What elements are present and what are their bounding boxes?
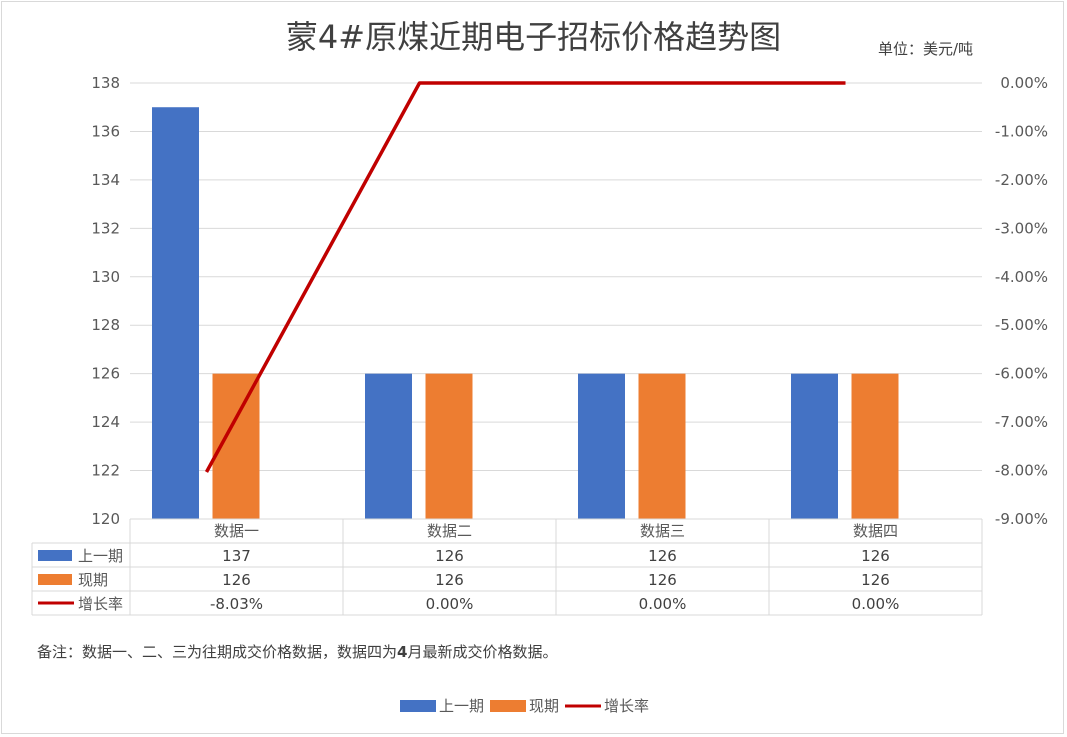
note-prefix: 备注：数据一、二、三为往期成交价格数据，数据四为 bbox=[37, 643, 398, 661]
table-series-name: 现期 bbox=[78, 571, 108, 589]
table-value: 137 bbox=[222, 547, 251, 565]
legend-label: 现期 bbox=[529, 697, 559, 715]
note-suffix: 月最新成交价格数据。 bbox=[407, 643, 558, 661]
gridlines bbox=[130, 82, 982, 520]
right-tick-label: -2.00% bbox=[995, 171, 1048, 189]
left-tick-label: 130 bbox=[91, 268, 120, 286]
table-series-name: 上一期 bbox=[78, 547, 123, 565]
table-value: 126 bbox=[435, 571, 464, 589]
right-tick-label: 0.00% bbox=[1000, 74, 1048, 92]
left-tick-label: 128 bbox=[91, 316, 120, 334]
left-tick-label: 126 bbox=[91, 365, 120, 383]
category-label: 数据一 bbox=[214, 522, 259, 540]
left-tick-label: 134 bbox=[91, 171, 120, 189]
right-tick-label: -8.00% bbox=[995, 462, 1048, 480]
right-tick-label: -7.00% bbox=[995, 413, 1048, 431]
table-value: 0.00% bbox=[426, 595, 474, 613]
left-tick-label: 122 bbox=[91, 462, 120, 480]
left-tick-label: 124 bbox=[91, 413, 120, 431]
growth-rate-line bbox=[204, 81, 846, 473]
table-value: 0.00% bbox=[639, 595, 687, 613]
table-value: 0.00% bbox=[852, 595, 900, 613]
table-value: 126 bbox=[435, 547, 464, 565]
table-value: 126 bbox=[861, 547, 890, 565]
category-label: 数据三 bbox=[640, 522, 685, 540]
category-label: 数据二 bbox=[427, 522, 472, 540]
left-tick-label: 132 bbox=[91, 219, 120, 237]
table-series-name: 增长率 bbox=[78, 595, 123, 613]
table-value: 126 bbox=[861, 571, 890, 589]
right-tick-label: -6.00% bbox=[995, 365, 1048, 383]
bar-current bbox=[425, 373, 473, 519]
category-label: 数据四 bbox=[853, 522, 898, 540]
right-tick-label: -1.00% bbox=[995, 122, 1048, 140]
table-value: 126 bbox=[648, 571, 677, 589]
left-tick-label: 136 bbox=[91, 122, 120, 140]
bar-previous bbox=[578, 373, 625, 519]
right-tick-label: -3.00% bbox=[995, 219, 1048, 237]
bar-current bbox=[638, 373, 686, 519]
legend: 上一期 现期 增长率 bbox=[400, 697, 649, 715]
bar-previous bbox=[365, 373, 412, 519]
table-legend-key bbox=[38, 574, 72, 585]
right-tick-label: -5.00% bbox=[995, 316, 1048, 334]
bar-previous bbox=[152, 107, 199, 519]
left-tick-label: 138 bbox=[91, 74, 120, 92]
note-bold: 4 bbox=[397, 643, 408, 661]
legend-key bbox=[490, 700, 526, 712]
footnote: 备注：数据一、二、三为往期成交价格数据，数据四为4月最新成交价格数据。 bbox=[37, 641, 557, 662]
legend-key bbox=[400, 700, 436, 712]
unit-label: 单位：美元/吨 bbox=[878, 40, 974, 58]
table-value: 126 bbox=[648, 547, 677, 565]
table-value: -8.03% bbox=[210, 595, 263, 613]
left-tick-label: 120 bbox=[91, 510, 120, 528]
table-legend-key bbox=[38, 550, 72, 561]
bars bbox=[152, 107, 899, 519]
bar-previous bbox=[791, 373, 838, 519]
growth-line bbox=[204, 81, 846, 473]
legend-label: 增长率 bbox=[604, 697, 649, 715]
left-axis-ticks: 120 122 124 126 128 130 132 134 136 138 bbox=[91, 74, 120, 528]
chart-title: 蒙4#原煤近期电子招标价格趋势图 bbox=[285, 18, 782, 56]
legend-label: 上一期 bbox=[439, 697, 484, 715]
right-axis-ticks: -9.00% -8.00% -7.00% -6.00% -5.00% -4.00% -3.0… bbox=[995, 74, 1048, 528]
bar-current bbox=[851, 373, 899, 519]
table-value: 126 bbox=[222, 571, 251, 589]
right-tick-label: -9.00% bbox=[995, 510, 1048, 528]
right-tick-label: -4.00% bbox=[995, 268, 1048, 286]
